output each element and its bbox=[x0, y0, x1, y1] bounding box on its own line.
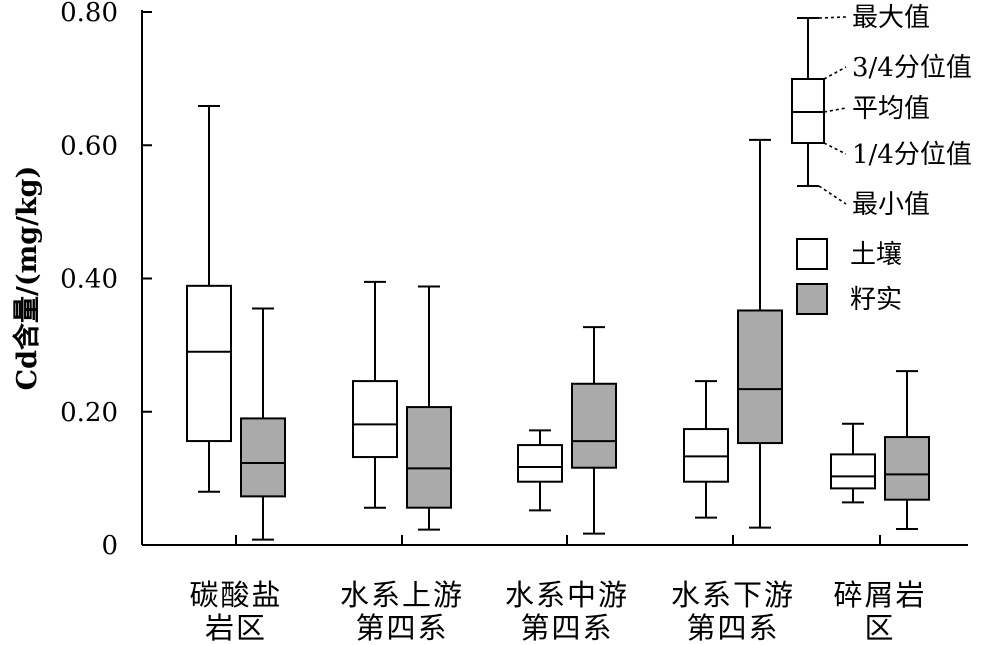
iqr-box bbox=[830, 453, 876, 490]
legend-leader-line bbox=[823, 66, 847, 80]
x-category-label: 碳酸盐 bbox=[189, 578, 282, 612]
box-plot bbox=[240, 307, 286, 541]
x-category-label: 水系中游 bbox=[505, 578, 629, 612]
iqr-box bbox=[517, 444, 563, 483]
box-plot bbox=[517, 429, 563, 512]
iqr-box bbox=[737, 309, 783, 445]
x-category-label: 第四系 bbox=[520, 611, 613, 645]
series-0 bbox=[186, 104, 876, 519]
box-plot bbox=[683, 380, 729, 519]
y-tick-label: 0.20 bbox=[60, 398, 118, 428]
legend-leader-line bbox=[823, 107, 847, 113]
legend-key-label-min: 最小值 bbox=[852, 190, 930, 220]
box-groups bbox=[186, 104, 930, 541]
y-tick-label: 0.60 bbox=[60, 131, 118, 161]
box-plot bbox=[406, 285, 452, 531]
legend-key-label-mean: 平均值 bbox=[852, 94, 930, 124]
box-plot bbox=[352, 280, 398, 509]
x-category-label: 水系上游 bbox=[340, 578, 464, 612]
iqr-box bbox=[186, 284, 232, 443]
legend-key-box bbox=[791, 17, 825, 187]
x-category-label: 水系下游 bbox=[671, 578, 795, 612]
x-category-label: 碎屑岩 bbox=[833, 578, 926, 612]
legend-leader-line bbox=[818, 185, 847, 205]
iqr-box bbox=[406, 406, 452, 509]
legend-leader-line bbox=[823, 142, 847, 155]
box-plot bbox=[737, 138, 783, 529]
iqr-box bbox=[884, 436, 930, 501]
iqr-box bbox=[352, 380, 398, 459]
x-category-label: 区 bbox=[864, 611, 895, 645]
iqr-box bbox=[240, 417, 286, 498]
x-category-label: 岩区 bbox=[205, 611, 267, 645]
legend-key-label-q3: 3/4分位值 bbox=[852, 53, 972, 83]
box-plot bbox=[884, 370, 930, 531]
iqr-box bbox=[571, 382, 617, 469]
box-plot bbox=[571, 326, 617, 535]
y-axis-label: Cd含量/(mg/kg) bbox=[11, 166, 43, 391]
legend-series-label-0: 土壤 bbox=[850, 240, 902, 270]
legend-swatch-1 bbox=[796, 283, 828, 315]
y-tick-label: 0.80 bbox=[60, 0, 118, 28]
legend-leader-line bbox=[818, 16, 847, 19]
box-plot bbox=[830, 422, 876, 504]
legend-series-label-1: 籽实 bbox=[850, 285, 902, 315]
legend-key-label-q1: 1/4分位值 bbox=[852, 140, 972, 170]
x-category-label: 第四系 bbox=[355, 611, 448, 645]
y-tick-label: 0 bbox=[101, 531, 118, 561]
x-category-label: 第四系 bbox=[686, 611, 779, 645]
legend-swatch-0 bbox=[796, 238, 828, 270]
y-tick-label: 0.40 bbox=[60, 265, 118, 295]
series-1 bbox=[240, 138, 930, 541]
box-plot bbox=[186, 104, 232, 493]
legend-key-label-max: 最大值 bbox=[852, 3, 930, 33]
legend bbox=[791, 16, 847, 315]
axes: 00.200.400.600.80碳酸盐岩区水系上游第四系水系中游第四系水系下游… bbox=[11, 0, 972, 645]
